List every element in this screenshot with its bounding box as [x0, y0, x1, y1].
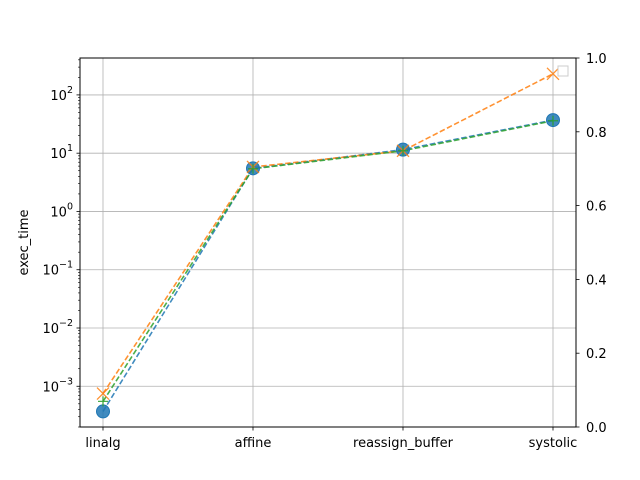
data-point-circle — [96, 404, 110, 419]
y2-tick-label: 0.4 — [586, 273, 607, 288]
x-tick-label: systolic — [529, 436, 578, 451]
x-axis: linalg affine reassign_buffer systolic — [85, 427, 577, 451]
legend-box — [557, 65, 569, 77]
data-point-plus — [548, 115, 558, 126]
x-tick-label: linalg — [85, 436, 120, 451]
y-tick-label: 100 — [50, 201, 73, 220]
series-line — [102, 119, 554, 402]
y-tick-label: 101 — [50, 143, 73, 162]
data-point-x — [546, 67, 560, 81]
y2-tick-label: 0.8 — [586, 126, 607, 141]
x-tick-label: affine — [235, 436, 272, 451]
series-layer — [96, 67, 560, 419]
y2-tick-label: 0.2 — [586, 347, 607, 362]
y-tick-label: 102 — [50, 85, 73, 104]
data-point-plus — [248, 163, 258, 174]
y-axis-title: exec_time — [17, 209, 32, 275]
y2-tick-label: 0.0 — [586, 421, 607, 436]
data-point-plus — [398, 145, 408, 156]
series-line — [102, 119, 554, 412]
y-axis-left: 10−3 10−2 10−1 100 101 102 — [42, 59, 80, 428]
gridlines — [80, 58, 576, 427]
y2-tick-label: 0.6 — [586, 200, 607, 215]
y-tick-label: 10−1 — [42, 260, 73, 279]
series-line — [102, 73, 554, 394]
y-tick-label: 10−3 — [42, 376, 73, 395]
y-axis-right: 0.0 0.2 0.4 0.6 0.8 1.0 — [576, 52, 607, 436]
data-point-x — [96, 387, 110, 401]
data-point-plus — [98, 396, 108, 407]
x-tick-label: reassign_buffer — [353, 436, 454, 451]
plot-frame — [79, 57, 577, 428]
y2-tick-label: 1.0 — [586, 52, 607, 67]
y-tick-label: 10−2 — [42, 318, 73, 337]
